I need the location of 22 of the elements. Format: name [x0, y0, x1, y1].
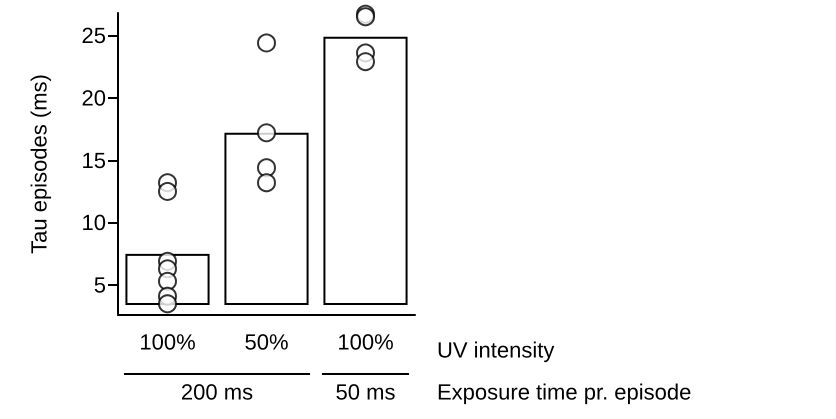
x-tick-label: 100% [139, 330, 196, 354]
y-tick-label: 10 [82, 210, 106, 236]
text: Exposure time pr. episode [437, 380, 692, 404]
x-axis-title: UV intensity [437, 338, 554, 362]
point [257, 33, 276, 52]
text: 200 ms [180, 380, 254, 404]
point [158, 182, 177, 201]
point [257, 123, 276, 142]
point [356, 52, 375, 72]
y-tick-label: 25 [82, 22, 106, 48]
y-tick-label: 15 [82, 148, 106, 173]
point [257, 173, 276, 192]
y-tick-label: 5 [94, 272, 106, 298]
point [158, 294, 177, 314]
text: 50 ms [336, 380, 396, 404]
point [257, 158, 276, 178]
y-tick-label: 20 [82, 85, 106, 110]
x-tick-label: 50% [244, 330, 289, 354]
y-axis-title: Tau episodes (ms) [26, 74, 52, 254]
point [158, 272, 177, 291]
x-tick-label: 100% [337, 330, 394, 354]
bar [323, 36, 408, 306]
